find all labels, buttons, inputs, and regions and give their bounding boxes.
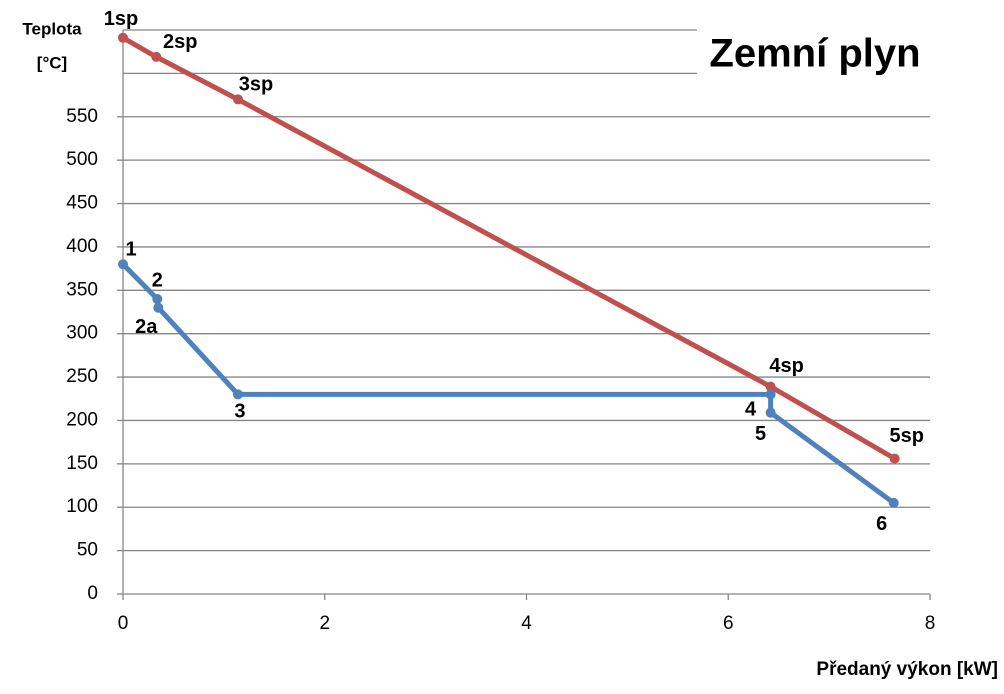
point-label: 5sp bbox=[889, 425, 923, 447]
point-label: 2a bbox=[135, 316, 158, 338]
point-label: 2 bbox=[152, 269, 163, 291]
point-label: 1 bbox=[125, 239, 136, 261]
data-point bbox=[889, 453, 900, 464]
point-label: 3 bbox=[234, 401, 245, 423]
data-point bbox=[118, 259, 128, 270]
series-line bbox=[121, 262, 896, 505]
point-label: 1sp bbox=[104, 8, 138, 30]
data-point bbox=[888, 497, 899, 508]
data-point bbox=[152, 293, 163, 304]
chart-title: Zemní plyn bbox=[709, 32, 920, 76]
data-point bbox=[765, 407, 776, 418]
x-tick-label: 8 bbox=[925, 613, 936, 634]
point-label: 6 bbox=[876, 513, 887, 535]
point-label: 5 bbox=[755, 423, 766, 445]
y-tick-label: 500 bbox=[66, 149, 98, 170]
point-label: 3sp bbox=[239, 74, 273, 96]
point-label: 4sp bbox=[769, 355, 803, 377]
title-background bbox=[697, 20, 947, 90]
x-tick-label: 6 bbox=[723, 613, 734, 634]
data-point bbox=[232, 389, 243, 400]
data-point bbox=[765, 381, 776, 392]
y-tick-label: 0 bbox=[87, 583, 98, 604]
y-tick-label: 400 bbox=[66, 236, 98, 257]
data-point bbox=[151, 51, 162, 62]
data-point bbox=[153, 302, 164, 313]
y-axis-label: [°C] bbox=[37, 53, 67, 72]
y-tick-label: 250 bbox=[66, 366, 98, 387]
x-tick-label: 4 bbox=[521, 613, 532, 634]
data-point bbox=[232, 94, 243, 105]
y-tick-label: 550 bbox=[66, 106, 98, 127]
x-tick-label: 0 bbox=[118, 613, 129, 634]
y-tick-label: 150 bbox=[66, 453, 98, 474]
x-tick-label: 2 bbox=[319, 613, 330, 634]
y-tick-label: 50 bbox=[77, 540, 98, 561]
x-axis-label: Předaný výkon [kW] bbox=[816, 659, 998, 680]
point-label: 2sp bbox=[163, 31, 197, 53]
y-tick-label: 350 bbox=[66, 279, 98, 300]
y-axis-label: Teplota bbox=[22, 19, 82, 38]
y-tick-label: 100 bbox=[66, 496, 98, 517]
y-tick-label: 200 bbox=[66, 409, 98, 430]
y-tick-label: 300 bbox=[66, 323, 98, 344]
y-tick-label: 450 bbox=[66, 193, 98, 214]
data-point bbox=[765, 389, 776, 400]
point-label: 4 bbox=[745, 399, 757, 421]
data-point bbox=[118, 32, 128, 43]
